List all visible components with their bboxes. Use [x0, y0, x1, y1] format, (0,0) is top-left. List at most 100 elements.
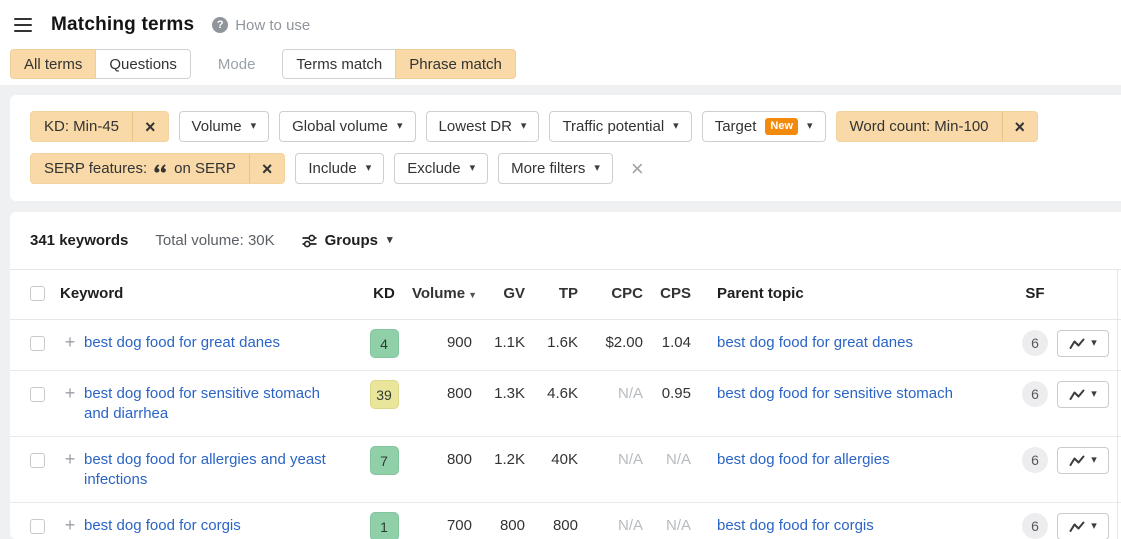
tab-all-terms[interactable]: All terms	[10, 49, 97, 79]
filter-kd[interactable]: KD: Min-45 ×	[30, 111, 169, 142]
tab-phrase-match[interactable]: Phrase match	[395, 49, 516, 79]
chevron-down-icon: ▾	[807, 120, 813, 132]
parent-topic-link[interactable]: best dog food for sensitive stomach	[717, 385, 953, 402]
new-badge: New	[765, 118, 799, 135]
volume-value: 800	[446, 385, 472, 402]
expand-plus-icon[interactable]: +	[64, 449, 76, 469]
chevron-down-icon: ▾	[365, 162, 372, 174]
col-volume[interactable]: Volume ▼	[412, 285, 477, 302]
chevron-down-icon: ▾	[673, 120, 679, 132]
keyword-link[interactable]: best dog food for great danes	[84, 334, 280, 351]
title-bar: Matching terms ? How to use	[0, 9, 1121, 41]
filter-more-filters[interactable]: More filters ▾	[498, 153, 613, 184]
table-row: + best dog food for allergies and yeast …	[10, 437, 1121, 503]
trend-sparkline-icon	[1069, 389, 1085, 400]
page-title: Matching terms	[51, 14, 195, 35]
top-header: Matching terms ? How to use All terms Qu…	[0, 0, 1121, 85]
serp-overview-button[interactable]: ▾	[1057, 447, 1109, 474]
serp-features-count-badge[interactable]: 6	[1022, 447, 1048, 473]
serp-features-count-badge[interactable]: 6	[1022, 381, 1048, 407]
gv-value: 1.1K	[494, 334, 525, 351]
col-cpc[interactable]: CPC	[611, 285, 643, 302]
serp-overview-button[interactable]: ▾	[1057, 330, 1109, 357]
serp-overview-button[interactable]: ▾	[1057, 513, 1109, 539]
chevron-down-icon: ▾	[1091, 388, 1097, 400]
serp-features-count-badge[interactable]: 6	[1022, 330, 1048, 356]
col-tp[interactable]: TP	[558, 285, 578, 302]
chevron-down-icon: ▾	[594, 162, 600, 174]
how-to-use-link[interactable]: ? How to use	[212, 17, 310, 34]
remove-serp-features-filter-icon[interactable]: ×	[248, 154, 285, 183]
kd-badge: 39	[369, 380, 399, 409]
chevron-down-icon: ▾	[1091, 337, 1097, 349]
col-keyword[interactable]: Keyword	[60, 285, 124, 302]
filter-exclude[interactable]: Exclude ▾	[394, 153, 489, 184]
keywords-count: 341 keywords	[30, 232, 129, 249]
parent-topic-link[interactable]: best dog food for allergies	[717, 451, 890, 468]
filter-global-volume[interactable]: Global volume ▾	[279, 111, 416, 142]
filter-lowest-dr-label: Lowest DR	[438, 118, 512, 135]
chevron-down-icon: ▾	[1091, 520, 1097, 532]
keyword-link[interactable]: best dog food for corgis	[84, 517, 241, 534]
row-checkbox[interactable]	[30, 519, 45, 534]
tab-questions[interactable]: Questions	[95, 49, 191, 79]
trend-sparkline-icon	[1069, 338, 1085, 349]
row-checkbox[interactable]	[30, 453, 45, 468]
tp-value: 40K	[551, 451, 578, 468]
chevron-down-icon: ▾	[520, 120, 527, 132]
col-gv[interactable]: GV	[503, 285, 525, 302]
filter-row-2: SERP features: on SERP × Include ▾ Exclu…	[30, 153, 1121, 184]
select-all-checkbox[interactable]	[30, 286, 45, 301]
gv-value: 800	[499, 517, 525, 534]
row-checkbox[interactable]	[30, 336, 45, 351]
filter-serp-features[interactable]: SERP features: on SERP ×	[30, 153, 286, 184]
filter-traffic-potential[interactable]: Traffic potential ▾	[549, 111, 692, 142]
clear-filters-icon[interactable]: ×	[630, 155, 644, 181]
tab-terms-match[interactable]: Terms match	[282, 49, 397, 79]
cpc-value: N/A	[617, 385, 643, 402]
groups-button[interactable]: Groups ▾	[302, 232, 393, 249]
remove-kd-filter-icon[interactable]: ×	[132, 112, 168, 141]
remove-word-count-filter-icon[interactable]: ×	[1001, 112, 1038, 141]
volume-value: 800	[446, 451, 472, 468]
serp-overview-button[interactable]: ▾	[1057, 381, 1109, 408]
cps-value: N/A	[665, 451, 691, 468]
serp-features-count-badge[interactable]: 6	[1022, 513, 1048, 539]
row-checkbox[interactable]	[30, 387, 45, 402]
table-row: + best dog food for corgis 1 700 800 800…	[10, 503, 1121, 539]
filter-target-label: Target	[714, 118, 757, 135]
col-kd[interactable]: KD	[373, 285, 395, 302]
keyword-link[interactable]: best dog food for sensitive stomach and …	[84, 385, 320, 422]
filters-panel: KD: Min-45 × Volume ▾ Global volume ▾ Lo…	[10, 95, 1121, 201]
expand-plus-icon[interactable]: +	[64, 515, 76, 535]
filter-word-count-label: Word count: Min-100	[849, 118, 989, 135]
filter-volume[interactable]: Volume ▾	[178, 111, 270, 142]
tp-value: 1.6K	[547, 334, 578, 351]
tp-value: 800	[552, 517, 578, 534]
menu-icon[interactable]	[14, 18, 32, 32]
chevron-down-icon: ▾	[1091, 454, 1097, 466]
expand-plus-icon[interactable]: +	[64, 383, 76, 403]
col-parent-topic[interactable]: Parent topic	[717, 285, 804, 302]
gv-value: 1.2K	[494, 451, 525, 468]
parent-topic-link[interactable]: best dog food for great danes	[717, 334, 913, 351]
col-cps[interactable]: CPS	[660, 285, 691, 302]
filter-word-count[interactable]: Word count: Min-100 ×	[835, 111, 1039, 142]
kd-badge: 4	[369, 329, 399, 358]
filter-target[interactable]: Target New ▾	[701, 111, 826, 142]
terms-tab-group: All terms Questions	[10, 49, 191, 79]
col-sf[interactable]: SF	[1025, 285, 1045, 302]
groups-label: Groups	[324, 232, 378, 249]
keyword-link[interactable]: best dog food for allergies and yeast in…	[84, 451, 326, 488]
filter-lowest-dr[interactable]: Lowest DR ▾	[425, 111, 540, 142]
sort-desc-icon: ▼	[468, 290, 477, 300]
filter-include[interactable]: Include ▾	[295, 153, 385, 184]
parent-topic-link[interactable]: best dog food for corgis	[717, 517, 874, 534]
gv-value: 1.3K	[494, 385, 525, 402]
kd-badge: 7	[369, 446, 399, 475]
tp-value: 4.6K	[547, 385, 578, 402]
expand-plus-icon[interactable]: +	[64, 332, 76, 352]
filter-serp-features-value: on SERP	[174, 160, 236, 177]
table-header-row: Keyword KD Volume ▼ GV TP CPC CPS Parent …	[10, 269, 1121, 320]
trend-sparkline-icon	[1069, 455, 1085, 466]
